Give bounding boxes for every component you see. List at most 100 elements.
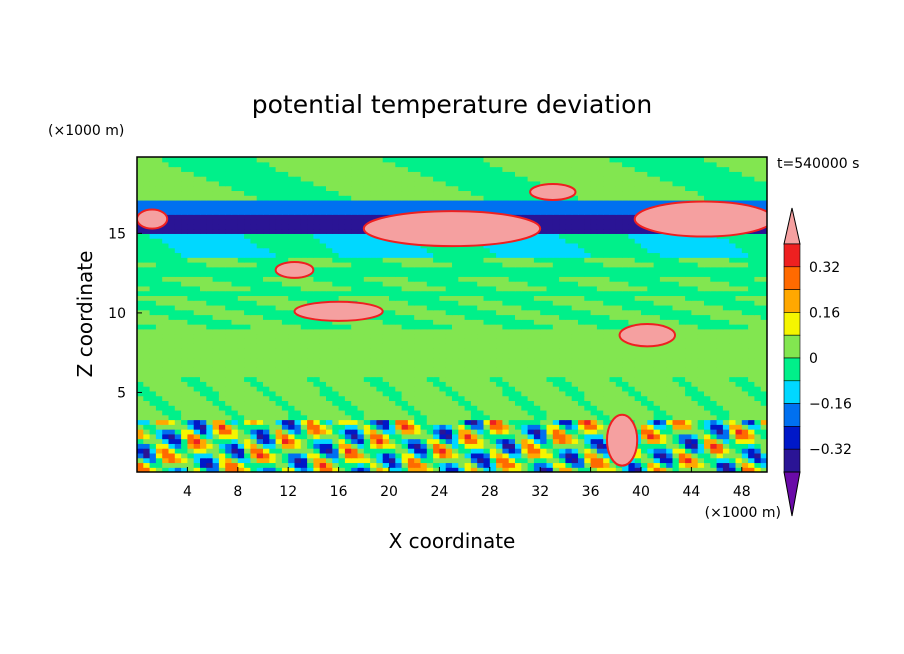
contour-cell [647, 409, 655, 416]
contour-cell [300, 319, 308, 325]
contour-cell [760, 395, 767, 402]
contour-cell [426, 319, 434, 325]
contour-cell [288, 386, 296, 392]
contour-cell [200, 371, 207, 378]
contour-cell [407, 467, 415, 472]
contour-cell [603, 266, 611, 273]
contour-cell [193, 381, 201, 387]
contour-cell [659, 262, 667, 268]
contour-cell [143, 362, 151, 368]
contour-cell [137, 390, 144, 397]
contour-cell [496, 433, 503, 440]
contour-cell [363, 371, 371, 378]
contour-cell [578, 271, 585, 277]
contour-cell [281, 347, 289, 354]
contour-cell [263, 409, 270, 416]
contour-cell [628, 347, 636, 354]
contour-cell [741, 262, 749, 268]
contour-cell [143, 390, 151, 397]
contour-cell [294, 390, 302, 397]
contour-cell [508, 252, 516, 258]
contour-cell [231, 252, 239, 258]
contour-cell [704, 371, 711, 378]
contour-cell [256, 338, 264, 344]
contour-cell [420, 252, 428, 258]
contour-cell [647, 424, 655, 430]
contour-cell [181, 324, 188, 330]
contour-cell [659, 443, 667, 449]
contour-cell [483, 319, 491, 325]
contour-cell [332, 390, 340, 397]
contour-cell [483, 405, 491, 411]
contour-cell [565, 357, 573, 363]
contour-cell [741, 462, 749, 468]
contour-cell [351, 419, 359, 425]
contour-cell [716, 304, 724, 311]
contour-cell [666, 281, 674, 287]
contour-cell [307, 409, 314, 416]
contour-cell [489, 419, 497, 425]
contour-cell [678, 338, 686, 344]
contour-cell [237, 400, 245, 406]
contour-cell [376, 352, 384, 359]
contour-cell [181, 338, 188, 344]
contour-cell [237, 429, 245, 435]
contour-cell [533, 386, 541, 392]
contour-cell [590, 347, 598, 354]
contour-cell [615, 314, 623, 320]
contour-cell [414, 419, 422, 425]
contour-cell [571, 257, 579, 263]
contour-cell [433, 419, 440, 425]
contour-cell [754, 324, 762, 330]
contour-cell [653, 295, 661, 301]
contour-cell [760, 390, 767, 397]
contour-cell [218, 276, 226, 282]
contour-cell [187, 448, 195, 454]
contour-cell [590, 262, 598, 268]
contour-cell [477, 409, 485, 416]
contour-cell [710, 448, 718, 454]
contour-cell [168, 381, 176, 387]
contour-cell [351, 290, 359, 297]
contour-cell [200, 424, 207, 430]
contour-cell [281, 448, 289, 454]
contour-cell [300, 448, 308, 454]
contour-cell [571, 462, 579, 468]
contour-cell [326, 467, 333, 472]
contour-cell [527, 276, 535, 282]
contour-cell [300, 376, 308, 382]
contour-cell [307, 448, 314, 454]
contour-cell [162, 295, 170, 301]
contour-cell [206, 452, 214, 459]
contour-cell [218, 429, 226, 435]
contour-cell [137, 448, 144, 454]
contour-cell [760, 400, 767, 406]
contour-cell [281, 371, 289, 378]
contour-cell [710, 381, 718, 387]
contour-cell [162, 386, 170, 392]
contour-cell [729, 371, 737, 378]
contour-cell [735, 242, 743, 249]
contour-cell [187, 314, 195, 320]
contour-cell [225, 290, 233, 297]
contour-cell [200, 438, 207, 444]
contour-cell [470, 433, 478, 440]
contour-cell [546, 343, 554, 349]
contour-cell [691, 419, 699, 425]
contour-cell [634, 300, 642, 306]
contour-cell [741, 409, 749, 416]
contour-cell [609, 242, 617, 249]
contour-cell [603, 271, 611, 277]
contour-cell [483, 462, 491, 468]
contour-cell [187, 381, 195, 387]
contour-cell [174, 333, 182, 339]
contour-cell [137, 233, 144, 239]
contour-cell [508, 352, 516, 359]
contour-cell [540, 295, 548, 301]
contour-cell [281, 290, 289, 297]
contour-cell [470, 414, 478, 421]
contour-cell [508, 328, 516, 335]
contour-cell [748, 262, 755, 268]
contour-cell [527, 429, 535, 435]
contour-cell [622, 343, 629, 349]
